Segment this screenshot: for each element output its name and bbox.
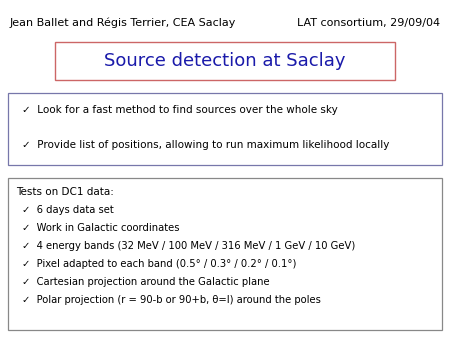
Text: ✓  4 energy bands (32 MeV / 100 MeV / 316 MeV / 1 GeV / 10 GeV): ✓ 4 energy bands (32 MeV / 100 MeV / 316… <box>22 241 355 251</box>
FancyBboxPatch shape <box>55 42 395 80</box>
Text: Source detection at Saclay: Source detection at Saclay <box>104 52 346 70</box>
Text: ✓  Pixel adapted to each band (0.5° / 0.3° / 0.2° / 0.1°): ✓ Pixel adapted to each band (0.5° / 0.3… <box>22 259 297 269</box>
Text: Jean Ballet and Régis Terrier, CEA Saclay: Jean Ballet and Régis Terrier, CEA Sacla… <box>10 18 236 28</box>
Text: ✓  Cartesian projection around the Galactic plane: ✓ Cartesian projection around the Galact… <box>22 277 270 287</box>
FancyBboxPatch shape <box>8 93 442 165</box>
Text: ✓  Work in Galactic coordinates: ✓ Work in Galactic coordinates <box>22 223 180 233</box>
FancyBboxPatch shape <box>8 178 442 330</box>
Text: LAT consortium, 29/09/04: LAT consortium, 29/09/04 <box>297 18 440 28</box>
Text: ✓  Provide list of positions, allowing to run maximum likelihood locally: ✓ Provide list of positions, allowing to… <box>22 140 389 150</box>
Text: ✓  Look for a fast method to find sources over the whole sky: ✓ Look for a fast method to find sources… <box>22 105 338 115</box>
Text: ✓  6 days data set: ✓ 6 days data set <box>22 205 114 215</box>
Text: Tests on DC1 data:: Tests on DC1 data: <box>16 187 114 197</box>
Text: ✓  Polar projection (r = 90-b or 90+b, θ=l) around the poles: ✓ Polar projection (r = 90-b or 90+b, θ=… <box>22 295 321 305</box>
